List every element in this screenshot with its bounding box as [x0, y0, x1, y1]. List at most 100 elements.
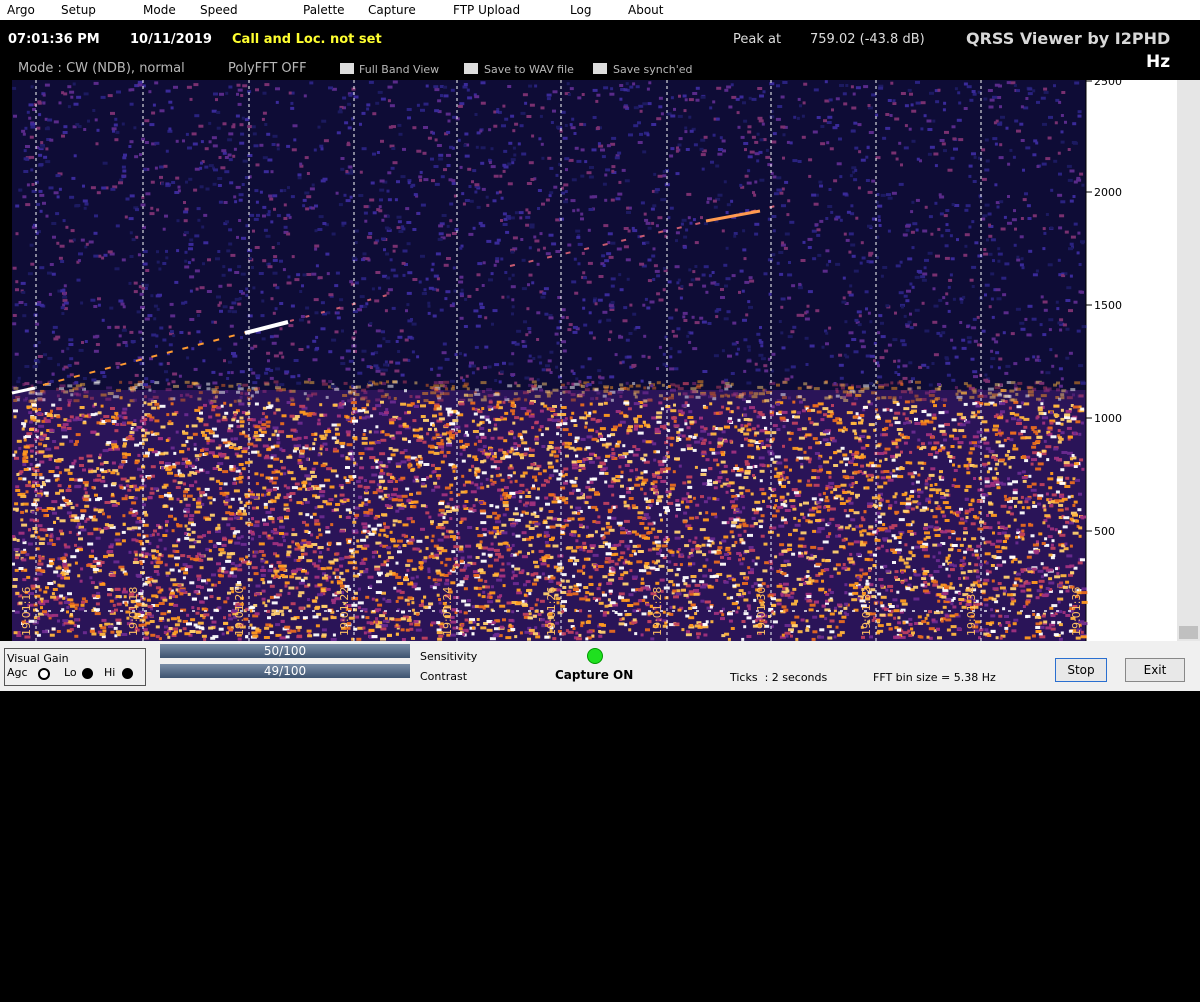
menu-item[interactable]: Capture: [368, 3, 416, 17]
noise-cell: [670, 409, 676, 412]
noise-cell: [291, 540, 294, 543]
noise-cell: [740, 562, 744, 565]
noise-cell: [994, 467, 997, 470]
noise-cell: [996, 540, 1002, 543]
noise-cell: [292, 570, 297, 573]
noise-cell: [883, 565, 887, 568]
noise-cell: [617, 441, 621, 444]
noise-cell: [748, 591, 751, 594]
noise-cell: [945, 618, 951, 621]
noise-cell: [951, 445, 955, 448]
noise-cell: [395, 618, 401, 621]
noise-cell: [782, 396, 787, 399]
noise-cell: [219, 628, 224, 631]
checkbox[interactable]: [464, 63, 478, 74]
menu-item[interactable]: About: [628, 3, 663, 17]
noise-cell: [928, 453, 933, 456]
noise-cell: [827, 509, 830, 512]
noise-cell: [340, 572, 344, 575]
noise-cell: [741, 444, 744, 447]
noise-cell: [611, 456, 614, 459]
noise-cell: [675, 573, 679, 576]
menu-item[interactable]: Argo: [7, 3, 35, 17]
noise-cell: [525, 502, 529, 505]
noise-cell: [783, 504, 787, 507]
menu-item[interactable]: Log: [570, 3, 591, 17]
menu-item[interactable]: Setup: [61, 3, 96, 17]
noise-cell: [619, 495, 625, 498]
noise-cell: [417, 400, 420, 403]
checkbox-label[interactable]: Save to WAV file: [484, 63, 574, 76]
noise-cell: [22, 457, 26, 460]
noise-cell: [609, 604, 613, 607]
noise-cell: [683, 576, 689, 579]
noise-cell: [822, 407, 828, 410]
noise-cell: [1047, 525, 1050, 528]
noise-cell: [363, 526, 368, 529]
noise-cell: [460, 580, 465, 583]
menu-item[interactable]: Speed: [200, 3, 238, 17]
noise-cell: [138, 527, 141, 530]
menu-item[interactable]: Palette: [303, 3, 345, 17]
noise-cell: [239, 558, 244, 561]
noise-cell: [508, 518, 514, 521]
noise-cell: [372, 555, 375, 558]
noise-cell: [412, 568, 417, 571]
noise-cell: [30, 450, 34, 453]
noise-cell: [15, 553, 20, 556]
noise-cell: [701, 442, 706, 445]
noise-cell: [958, 598, 964, 601]
noise-cell: [862, 573, 867, 576]
noise-cell: [387, 457, 392, 460]
noise-cell: [624, 623, 627, 626]
noise-cell: [369, 585, 372, 588]
noise-cell: [479, 422, 482, 425]
noise-cell: [564, 501, 568, 504]
noise-cell: [67, 384, 72, 387]
noise-cell: [471, 465, 474, 468]
noise-cell: [669, 493, 672, 496]
noise-cell: [682, 497, 688, 500]
noise-cell: [500, 498, 503, 501]
noise-cell: [752, 395, 758, 398]
noise-cell: [213, 391, 219, 394]
noise-cell: [157, 561, 163, 564]
noise-cell: [606, 526, 612, 529]
noise-cell: [938, 565, 942, 568]
noise-cell: [611, 399, 614, 402]
checkbox-label[interactable]: Full Band View: [359, 63, 439, 76]
noise-cell: [700, 473, 706, 476]
noise-cell: [647, 425, 651, 428]
noise-cell: [480, 483, 483, 486]
checkbox[interactable]: [593, 63, 607, 74]
noise-cell: [987, 462, 990, 465]
noise-cell: [376, 625, 382, 628]
noise-cell: [143, 455, 148, 458]
noise-cell: [154, 565, 160, 568]
noise-cell: [759, 392, 765, 395]
checkbox[interactable]: [340, 63, 354, 74]
noise-cell: [571, 412, 574, 415]
noise-cell: [705, 558, 708, 561]
noise-cell: [790, 592, 794, 595]
noise-cell: [787, 563, 791, 566]
noise-cell: [512, 571, 515, 574]
noise-cell: [15, 489, 20, 492]
menu-item[interactable]: FTP Upload: [453, 3, 520, 17]
noise-cell: [186, 504, 191, 507]
noise-cell: [1013, 444, 1016, 447]
noise-cell: [516, 535, 521, 538]
noise-cell: [588, 506, 591, 509]
noise-cell: [659, 513, 662, 516]
checkbox-label[interactable]: Save synch'ed: [613, 63, 693, 76]
noise-cell: [715, 579, 718, 582]
noise-cell: [977, 584, 981, 587]
noise-cell: [378, 489, 383, 492]
noise-cell: [354, 507, 360, 510]
noise-cell: [753, 410, 756, 413]
noise-cell: [259, 542, 265, 545]
menu-item[interactable]: Mode: [143, 3, 176, 17]
noise-cell: [969, 452, 973, 455]
noise-cell: [1000, 587, 1006, 590]
noise-cell: [1002, 560, 1006, 563]
